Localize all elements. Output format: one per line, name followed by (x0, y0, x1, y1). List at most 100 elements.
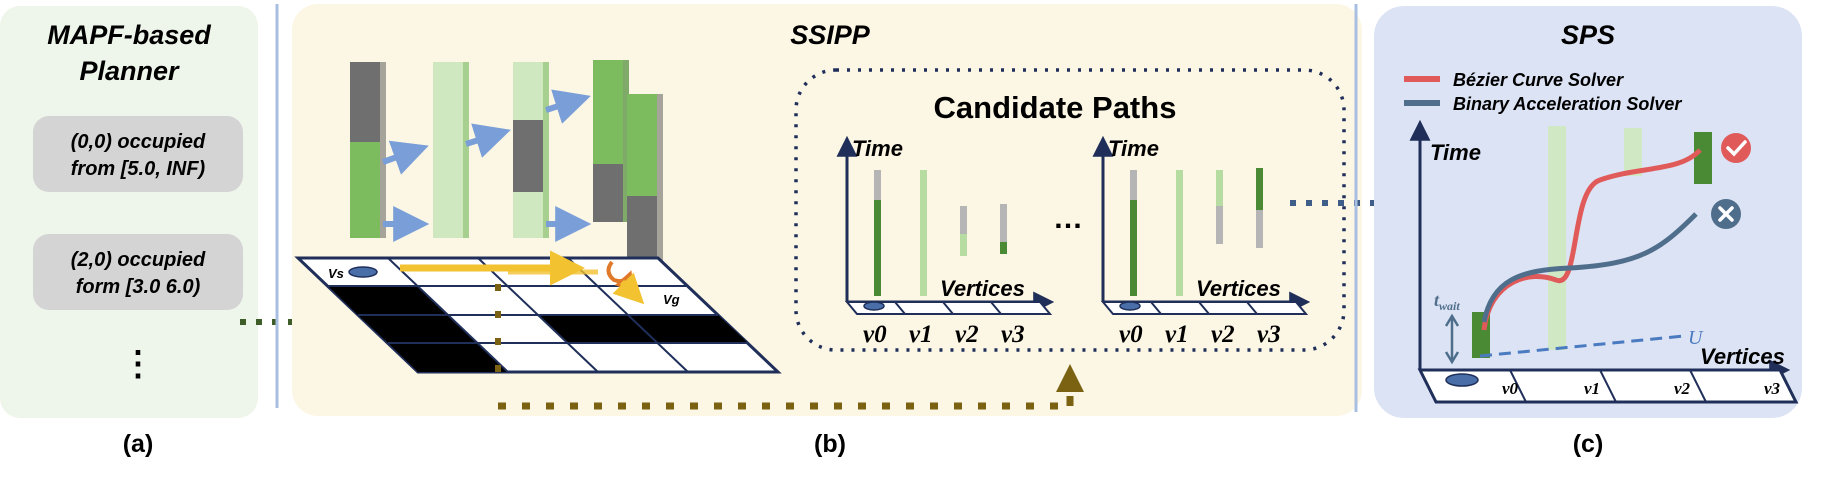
plot-1-bar-1-path (874, 200, 881, 296)
occupancy-box-1-line1: (0,0) occupied (71, 131, 206, 153)
t-wait-label: twait (1434, 290, 1460, 313)
column-4-side (623, 60, 629, 222)
plot-1-vertex-label-3: v3 (1001, 321, 1025, 348)
grid-cell-blocked-5 (628, 315, 748, 343)
candidate-ellipsis: … (1053, 202, 1083, 235)
candidate-plot-1: Time Vertices v0 v1 v2 v3 (836, 135, 1055, 348)
panel-b-title: SSIPP (790, 20, 871, 50)
plot-2-robot-icon (1119, 301, 1141, 311)
sps-u-label: U (1688, 327, 1704, 349)
column-2-free (433, 62, 463, 238)
olive-connector-head (1056, 364, 1084, 392)
panel-c-caption: (c) (1573, 430, 1604, 458)
grid-cell-blocked-2 (358, 315, 478, 343)
sps-max-velocity-line (1479, 334, 1685, 358)
plot-2-bar-4-path (1256, 168, 1263, 210)
column-5-free (627, 94, 657, 196)
plot-2-strip-div-1 (1150, 301, 1162, 315)
column-1-occupied (350, 62, 380, 142)
panel-a-title-line1: MAPF-based (47, 20, 211, 50)
plot-2-bar-3-free (1216, 170, 1223, 206)
start-vertex-label: Vs (328, 266, 344, 281)
column-5-side (657, 94, 663, 268)
column-1-free (350, 142, 380, 238)
plot-1-ylabel: Time (852, 136, 903, 161)
plot-1-xlabel: Vertices (940, 276, 1025, 301)
column-3-bottom (513, 192, 543, 238)
column-2-side (463, 62, 469, 238)
plot-2-vertex-label-3: v3 (1257, 321, 1281, 348)
plot-2-xlabel: Vertices (1196, 276, 1281, 301)
plot-2-bar-3-occupied (1216, 206, 1223, 244)
column-arrow-4 (545, 89, 591, 124)
sps-vertex-label-3: v3 (1764, 379, 1781, 398)
bezier-curve (1481, 148, 1702, 331)
plot-2-vertex-label-2: v2 (1211, 321, 1235, 348)
plot-2-bar-2 (1176, 170, 1183, 296)
panel-a-ellipsis: ⋮ (121, 345, 155, 383)
t-wait-arrow-top (1444, 313, 1460, 327)
column-5-occupied (627, 196, 657, 268)
occupancy-box-2 (33, 234, 243, 310)
panel-c-title: SPS (1561, 20, 1615, 50)
t-wait-main: t (1434, 290, 1440, 310)
plot-1-bar-1-occupied (874, 170, 881, 200)
binary-acceleration-curve (1481, 212, 1698, 323)
sps-ylabel: Time (1430, 140, 1481, 165)
plot-1-strip-div-3 (990, 301, 1002, 315)
plot-1-vertex-label-2: v2 (955, 321, 979, 348)
grid-cell-blocked-3 (388, 343, 508, 372)
legend-blue-label: Binary Acceleration Solver (1453, 94, 1682, 114)
plot-1-bar-3-occupied (960, 206, 967, 234)
plot-1-vertex-label-0: v0 (863, 321, 887, 348)
column-4-occupied (593, 164, 623, 222)
legend-red-label: Bézier Curve Solver (1453, 70, 1624, 90)
column-3-side (543, 62, 549, 238)
sps-strip-div-2 (1599, 369, 1617, 403)
plot-1-strip-div-2 (942, 301, 954, 315)
candidate-paths-title: Candidate Paths (934, 90, 1177, 125)
sps-free-interval-v2 (1624, 128, 1642, 176)
panel-a-background (0, 6, 258, 418)
sps-vertex-label-0: v0 (1502, 379, 1519, 398)
time-column-stack (350, 60, 663, 268)
column-arrow-1 (381, 140, 429, 175)
column-3-occupied (513, 120, 543, 192)
occupancy-box-1 (33, 116, 243, 192)
t-wait-subscript: wait (1439, 299, 1460, 313)
panel-a-title-line2: Planner (79, 56, 180, 86)
column-4-top (593, 60, 623, 164)
check-icon-mark (1726, 140, 1747, 157)
panel-b-caption: (b) (814, 430, 846, 458)
column-arrow-3 (465, 123, 511, 158)
panel-b: SSIPP (292, 4, 1362, 458)
plot-1-robot-icon (863, 301, 885, 311)
robot-icon (348, 266, 378, 278)
grid-cell-blocked-1 (328, 286, 448, 315)
sps-strip-div-1 (1509, 369, 1527, 403)
plot-2-vertex-label-0: v0 (1119, 321, 1143, 348)
plot-1-strip-div-1 (894, 301, 906, 315)
grid-map: Vs Vg (294, 250, 782, 378)
plot-1-bar-2 (920, 170, 927, 296)
panel-c: SPS Bézier Curve Solver Binary Accelerat… (1374, 6, 1802, 458)
plot-2-bar-1-occupied (1130, 170, 1137, 200)
plot-1-vertex-label-1: v1 (909, 321, 933, 348)
plot-2-vertex-label-1: v1 (1165, 321, 1189, 348)
grid-col-line-1 (387, 257, 509, 373)
grid-cell-blocked-4 (538, 315, 658, 343)
grid-col-line-3 (567, 257, 689, 373)
candidate-paths-box (794, 68, 1346, 352)
plot-1-bar-4-occupied (1000, 204, 1007, 242)
cross-icon-mark (1718, 206, 1734, 222)
panel-a: MAPF-based Planner (0,0) occupied from [… (0, 6, 258, 458)
plot-1-bar-4-path (1000, 242, 1007, 254)
plot-1-bar-3-free (960, 234, 967, 256)
sps-vertex-label-2: v2 (1674, 379, 1691, 398)
plot-2-bar-4-occupied (1256, 210, 1263, 248)
plot-2-strip-div-2 (1198, 301, 1210, 315)
plot-2-bar-1-path (1130, 200, 1137, 296)
sps-strip-div-3 (1689, 369, 1707, 403)
